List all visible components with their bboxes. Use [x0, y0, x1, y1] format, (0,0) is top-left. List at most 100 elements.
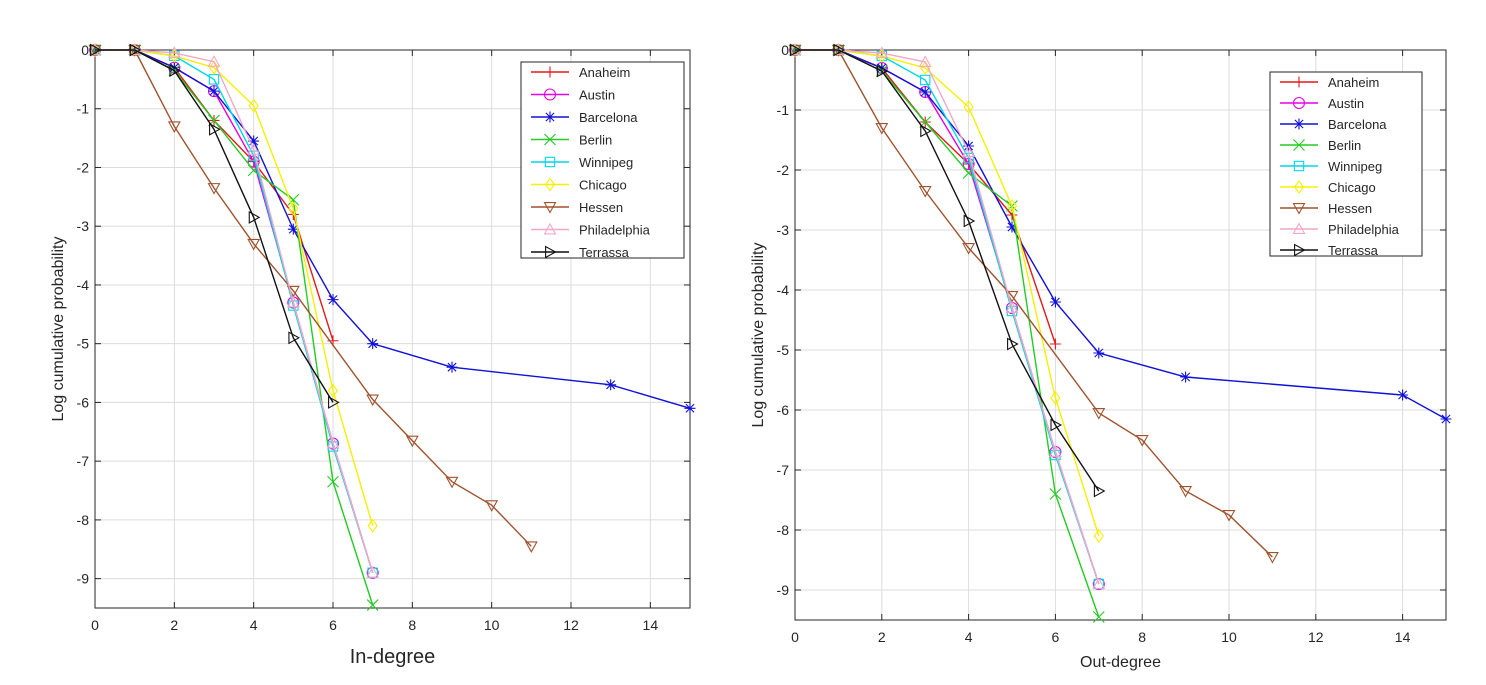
legend-item: Philadelphia	[531, 223, 651, 238]
y-axis-title: Log cumulative probability	[50, 237, 67, 422]
legend-item: Terrassa	[531, 245, 630, 260]
data-point	[524, 541, 538, 553]
data-point	[405, 435, 419, 448]
x-axis-title: Out-degree	[1080, 654, 1161, 671]
data-point	[1048, 445, 1062, 457]
data-point	[287, 223, 299, 235]
data-point	[485, 500, 499, 512]
data-point	[544, 111, 556, 123]
data-point	[167, 121, 181, 133]
data-point	[963, 214, 976, 228]
data-point	[1222, 510, 1236, 522]
data-point	[544, 177, 556, 192]
y-tick-label: -2	[77, 159, 90, 175]
y-tick-label: -1	[777, 102, 790, 118]
y-tick-label: -9	[77, 571, 90, 587]
legend-item: Barcelona	[1280, 117, 1387, 132]
legend-label: Winnipeg	[579, 155, 633, 170]
legend-label: Berlin	[1328, 138, 1361, 153]
legend-item: Philadelphia	[1280, 222, 1400, 237]
legend-item: Barcelona	[531, 110, 638, 125]
data-point	[287, 193, 300, 206]
data-point	[919, 86, 931, 98]
data-point	[248, 98, 259, 113]
y-tick-label: -5	[77, 336, 90, 352]
data-point	[963, 100, 974, 114]
data-point	[1049, 296, 1061, 308]
data-point	[169, 64, 181, 77]
series-line	[95, 49, 532, 547]
y-tick-label: -4	[77, 277, 90, 293]
data-point	[1093, 529, 1104, 543]
legend-label: Hessen	[579, 200, 623, 215]
legend-label: Hessen	[1328, 201, 1372, 216]
series-line	[95, 49, 374, 574]
x-tick-label: 0	[791, 629, 799, 645]
legend-item: Anaheim	[1280, 75, 1379, 90]
legend-label: Berlin	[579, 133, 612, 148]
legend-item: Austin	[1280, 96, 1364, 111]
data-point	[790, 43, 802, 57]
data-point	[605, 379, 617, 391]
data-point	[1093, 347, 1105, 359]
series-layer	[788, 43, 1452, 623]
data-point	[326, 436, 340, 449]
data-point	[1093, 484, 1106, 498]
legend-item: Chicago	[531, 178, 627, 193]
data-point	[1092, 577, 1106, 589]
y-tick-label: -8	[777, 522, 790, 538]
data-point	[1292, 203, 1306, 215]
y-tick-label: -9	[777, 582, 790, 598]
data-point	[1293, 180, 1305, 194]
series-line	[95, 49, 334, 403]
x-tick-label: 6	[1052, 629, 1060, 645]
legend-item: Berlin	[1280, 138, 1361, 153]
data-point	[544, 66, 556, 78]
axes-frame	[94, 49, 691, 609]
axes-frame	[794, 49, 1447, 621]
y-tick-label: -7	[77, 453, 90, 469]
data-point	[875, 123, 889, 135]
data-point	[247, 143, 261, 155]
legend-label: Chicago	[1328, 180, 1376, 195]
data-point	[167, 46, 181, 58]
legend-label: Barcelona	[1328, 117, 1387, 132]
y-tick-label: -6	[777, 402, 790, 418]
x-tick-label: 8	[408, 617, 416, 633]
data-point	[367, 338, 379, 350]
data-point	[366, 566, 380, 578]
data-point	[875, 46, 889, 58]
y-tick-label: -3	[77, 218, 90, 234]
data-point	[1265, 552, 1279, 564]
grid	[794, 49, 1446, 620]
data-point	[328, 395, 340, 409]
data-point	[247, 238, 261, 251]
data-point	[1135, 435, 1149, 447]
data-point	[327, 475, 339, 488]
data-point	[1180, 371, 1192, 383]
legend-item: Austin	[531, 88, 615, 103]
data-point	[962, 243, 976, 255]
legend-label: Chicago	[579, 178, 627, 193]
legend: Anaheim Austin Barcelona Berlin Winnipeg Chic…	[1269, 71, 1423, 258]
series-line	[795, 49, 1100, 585]
data-point	[1292, 96, 1306, 110]
data-point	[1397, 389, 1409, 401]
data-point	[327, 294, 339, 306]
data-point	[1007, 337, 1019, 351]
data-point	[248, 210, 261, 224]
data-point	[288, 201, 299, 216]
data-point	[1049, 488, 1062, 500]
x-tick-label: 2	[878, 629, 886, 645]
y-tick-label: -2	[777, 162, 790, 178]
data-point	[366, 599, 379, 611]
y-tick-label: -1	[77, 101, 90, 117]
legend-item: Berlin	[531, 133, 612, 148]
data-point	[248, 135, 260, 147]
legend: Anaheim Austin Barcelona Berlin Winnipeg Chic…	[520, 61, 685, 260]
data-point	[918, 186, 932, 198]
legend-label: Anaheim	[1328, 75, 1379, 90]
series-line	[795, 49, 1100, 492]
data-point	[1050, 391, 1061, 405]
